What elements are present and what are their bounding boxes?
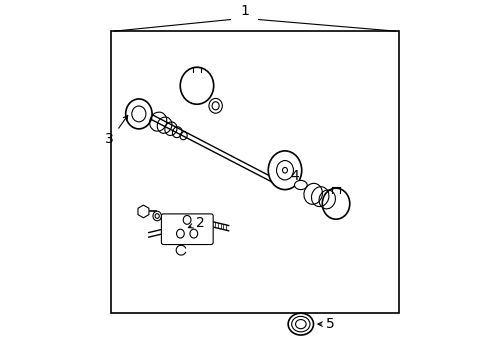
Text: 5: 5	[325, 317, 333, 331]
Ellipse shape	[155, 214, 159, 218]
Ellipse shape	[268, 151, 301, 190]
Ellipse shape	[125, 99, 152, 129]
Ellipse shape	[183, 216, 191, 224]
Text: 4: 4	[290, 168, 298, 183]
FancyBboxPatch shape	[161, 214, 213, 244]
Bar	[110, 31, 399, 313]
Ellipse shape	[180, 67, 213, 104]
Text: 2: 2	[196, 216, 204, 230]
Text: 3: 3	[104, 131, 113, 145]
Ellipse shape	[212, 102, 219, 110]
Ellipse shape	[153, 211, 161, 221]
Ellipse shape	[295, 320, 305, 329]
Ellipse shape	[132, 106, 145, 122]
Ellipse shape	[176, 229, 184, 238]
Ellipse shape	[294, 180, 306, 190]
Ellipse shape	[322, 188, 349, 219]
Ellipse shape	[208, 98, 222, 113]
Ellipse shape	[287, 313, 313, 335]
Text: 1: 1	[240, 4, 248, 18]
Ellipse shape	[276, 161, 293, 180]
Ellipse shape	[291, 316, 309, 332]
Ellipse shape	[189, 229, 197, 238]
